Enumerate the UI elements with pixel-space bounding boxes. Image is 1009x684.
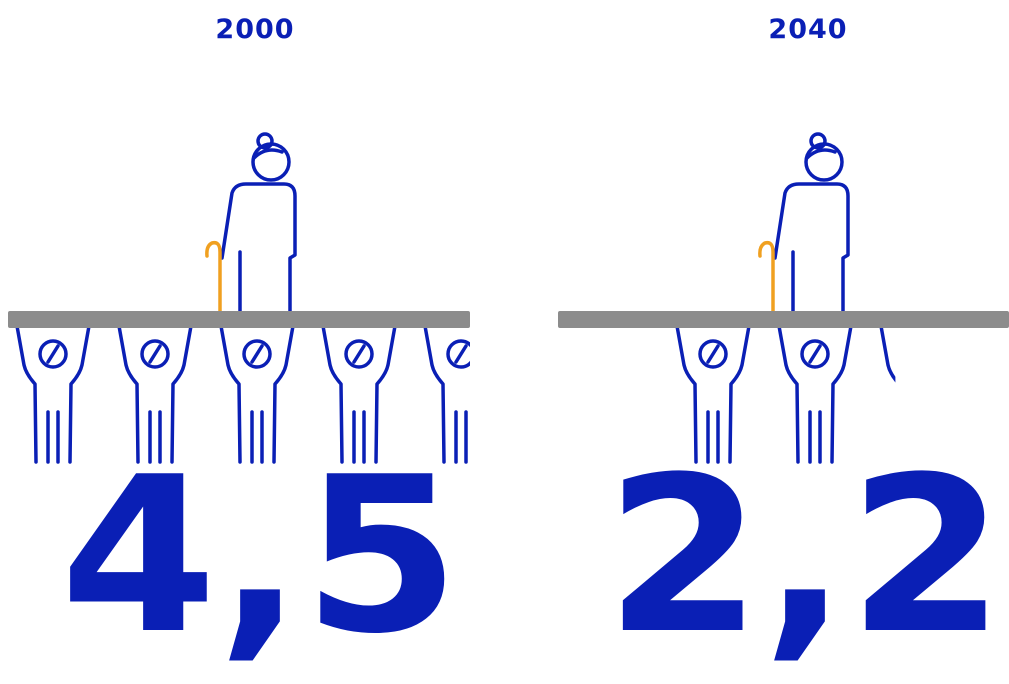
infographic: 2000 4,5 2040 2,2: [0, 0, 1009, 684]
face: [252, 346, 262, 362]
ratio-value: 4,5: [60, 430, 460, 681]
panel: 2000 4,5: [8, 14, 497, 681]
beam: [8, 311, 470, 328]
face: [48, 346, 58, 362]
elder-body: [775, 184, 848, 312]
elder-icon: [760, 134, 848, 312]
beam: [558, 311, 1009, 328]
arm: [478, 326, 497, 462]
year-title: 2040: [768, 14, 847, 45]
panel: 2040 2,2: [558, 14, 1009, 681]
face: [810, 346, 820, 362]
cane: [207, 243, 220, 312]
face: [150, 346, 160, 362]
elder-body: [222, 184, 295, 312]
year-title: 2000: [215, 14, 294, 45]
ratio-value: 2,2: [605, 430, 1005, 681]
arm: [17, 326, 36, 462]
face: [456, 346, 466, 362]
elder-icon: [207, 134, 295, 312]
cane: [760, 243, 773, 312]
face: [912, 346, 922, 362]
head: [904, 341, 930, 367]
face: [708, 346, 718, 362]
face: [354, 346, 364, 362]
